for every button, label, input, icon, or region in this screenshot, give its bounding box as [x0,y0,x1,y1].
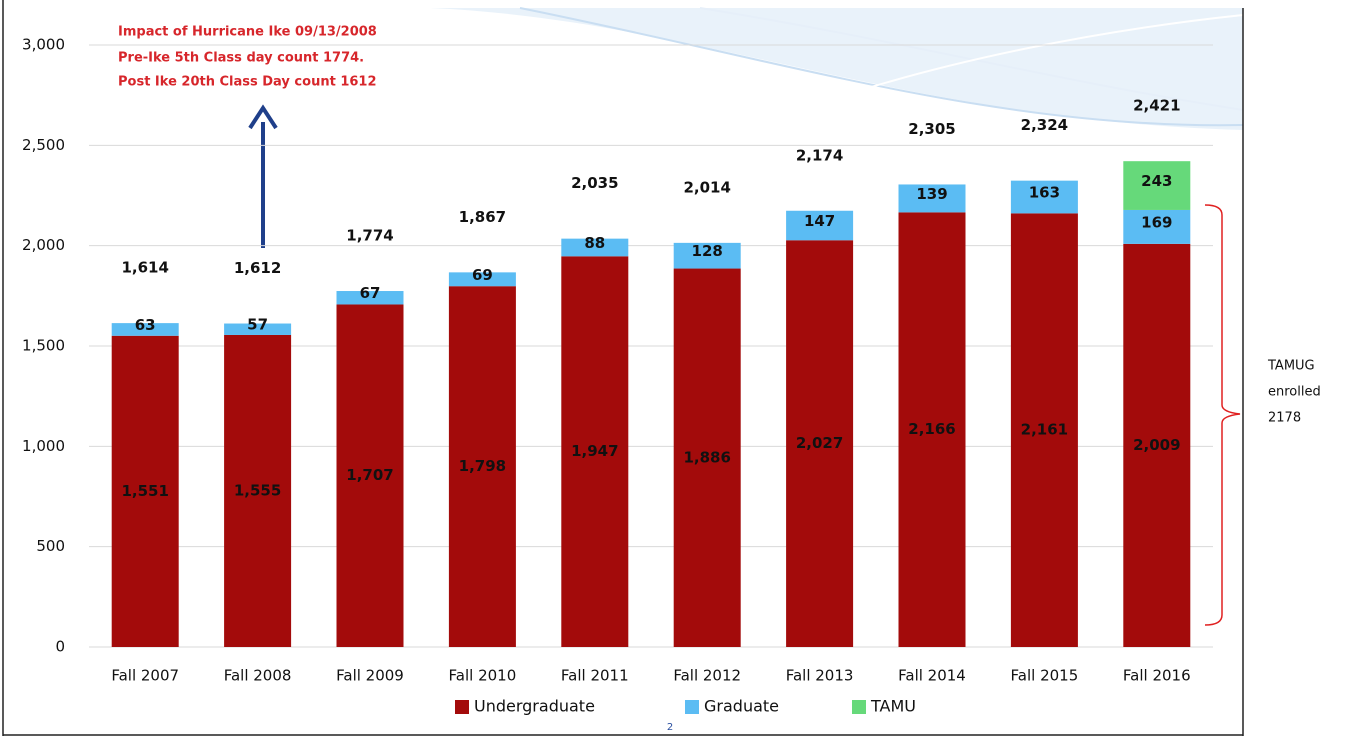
bar-segment [561,238,629,257]
y-tick-label: 1,500 [22,337,65,355]
bar-segment [1123,161,1191,210]
data-label: 1,798 [459,457,506,475]
arrow-head [248,104,278,130]
annotation: Impact of Hurricane Ike 09/13/2008 Pre-I… [118,25,377,248]
y-tick-label: 2,000 [22,236,65,254]
bar-segment [898,212,966,647]
total-label: 1,774 [346,227,393,245]
total-label: 1,612 [234,259,281,277]
bar-segment [224,323,292,335]
y-tick-label: 1,000 [22,437,65,455]
data-label: 1,551 [121,482,168,500]
data-label: 2,009 [1133,436,1180,454]
data-label: 1,555 [234,481,281,499]
x-tick-label: Fall 2011 [561,667,629,685]
total-label: 2,305 [908,120,955,138]
total-label: 2,014 [683,178,730,196]
x-tick-label: Fall 2007 [111,667,179,685]
data-label: 67 [360,284,381,302]
data-label: 139 [916,185,947,203]
data-label: 163 [1029,184,1060,202]
bracket-note: enrolled [1268,385,1321,400]
x-tick-label: Fall 2015 [1011,667,1079,685]
legend-label: Graduate [704,697,779,716]
legend-swatch [852,700,866,714]
x-tick-label: Fall 2008 [224,667,292,685]
bar-segment [1010,213,1078,648]
bar-segment [1123,243,1191,648]
bracket-note: TAMUG [1267,359,1315,374]
data-label: 1,886 [683,448,730,466]
bar-segment [786,210,854,241]
data-label: 63 [135,316,156,334]
bar-segment [673,242,741,269]
bar-segment [111,335,179,647]
annotation-line: Pre-Ike 5th Class day count 1774. [118,51,364,66]
y-tick-label: 0 [55,638,65,656]
legend-label: Undergraduate [474,697,595,716]
page-number: 2 [667,722,673,733]
total-label: 2,421 [1133,97,1180,115]
data-label: 128 [692,242,723,260]
x-tick-label: Fall 2013 [786,667,854,685]
data-label: 243 [1141,172,1172,190]
total-label: 1,867 [459,208,506,226]
bar-segment [448,272,516,287]
bar-segment [224,334,292,647]
y-tick-label: 2,500 [22,136,65,154]
bar-segment [1010,180,1078,214]
y-tick-label: 500 [36,537,65,555]
annotation-line: Impact of Hurricane Ike 09/13/2008 [118,25,377,40]
data-label: 88 [584,234,605,252]
y-tick-label: 3,000 [22,36,65,54]
data-label: 1,947 [571,442,618,460]
data-label: 2,161 [1021,421,1068,439]
data-label: 57 [247,316,268,334]
bar-segment [561,256,629,647]
x-tick-label: Fall 2014 [898,667,966,685]
total-label: 2,324 [1021,116,1068,134]
bracket [1204,204,1241,626]
decoration [430,7,1244,130]
data-label: 2,027 [796,434,843,452]
x-tick-label: Fall 2016 [1123,667,1191,685]
bar-segment [898,184,966,213]
legend-swatch [455,700,469,714]
data-label: 69 [472,266,493,284]
data-label: 2,166 [908,420,955,438]
annotation-line: Post Ike 20th Class Day count 1612 [118,75,377,90]
legend-swatch [685,700,699,714]
bracket-note: 2178 [1268,411,1301,426]
bar-segment [448,286,516,647]
bar-segment [111,323,179,336]
total-label: 1,614 [121,259,168,277]
bar-segment [786,240,854,648]
bar-segment [1123,209,1191,244]
x-tick-label: Fall 2010 [449,667,517,685]
bar-segment [336,291,404,305]
x-tick-label: Fall 2009 [336,667,404,685]
x-tick-label: Fall 2012 [673,667,741,685]
data-label: 147 [804,212,835,230]
total-label: 2,035 [571,174,618,192]
bar-segment [673,268,741,647]
data-label: 169 [1141,213,1172,231]
legend-label: TAMU [870,697,916,716]
bar-segment [336,304,404,647]
data-label: 1,707 [346,466,393,484]
total-label: 2,174 [796,146,843,164]
